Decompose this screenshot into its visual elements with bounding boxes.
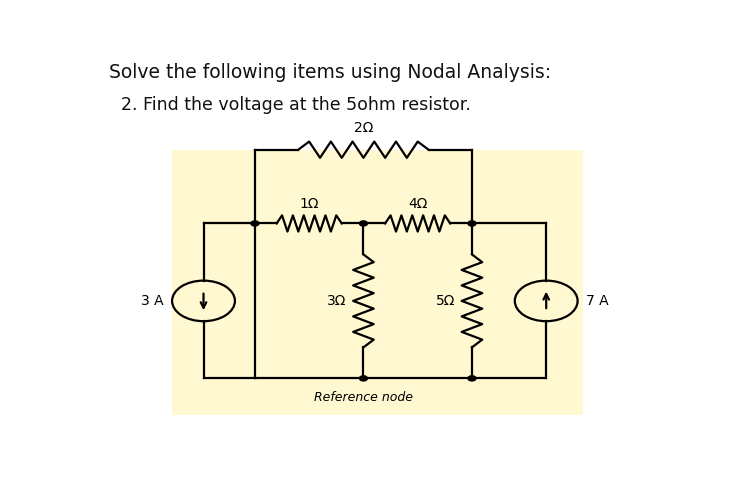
Circle shape [360, 221, 368, 226]
Text: Reference node: Reference node [314, 391, 413, 404]
Text: 5Ω: 5Ω [436, 294, 455, 308]
Text: Solve the following items using Nodal Analysis:: Solve the following items using Nodal An… [109, 63, 551, 82]
Circle shape [468, 221, 476, 226]
Circle shape [251, 221, 259, 226]
Text: 7 A: 7 A [586, 294, 609, 308]
FancyBboxPatch shape [172, 150, 584, 415]
Text: 2. Find the voltage at the 5ohm resistor.: 2. Find the voltage at the 5ohm resistor… [121, 96, 470, 114]
Text: 3Ω: 3Ω [327, 294, 346, 308]
Text: 2Ω: 2Ω [354, 121, 373, 135]
Circle shape [360, 376, 368, 381]
Text: 4Ω: 4Ω [408, 196, 427, 211]
Text: 1Ω: 1Ω [299, 196, 319, 211]
Text: 3 A: 3 A [141, 294, 164, 308]
Circle shape [468, 376, 476, 381]
